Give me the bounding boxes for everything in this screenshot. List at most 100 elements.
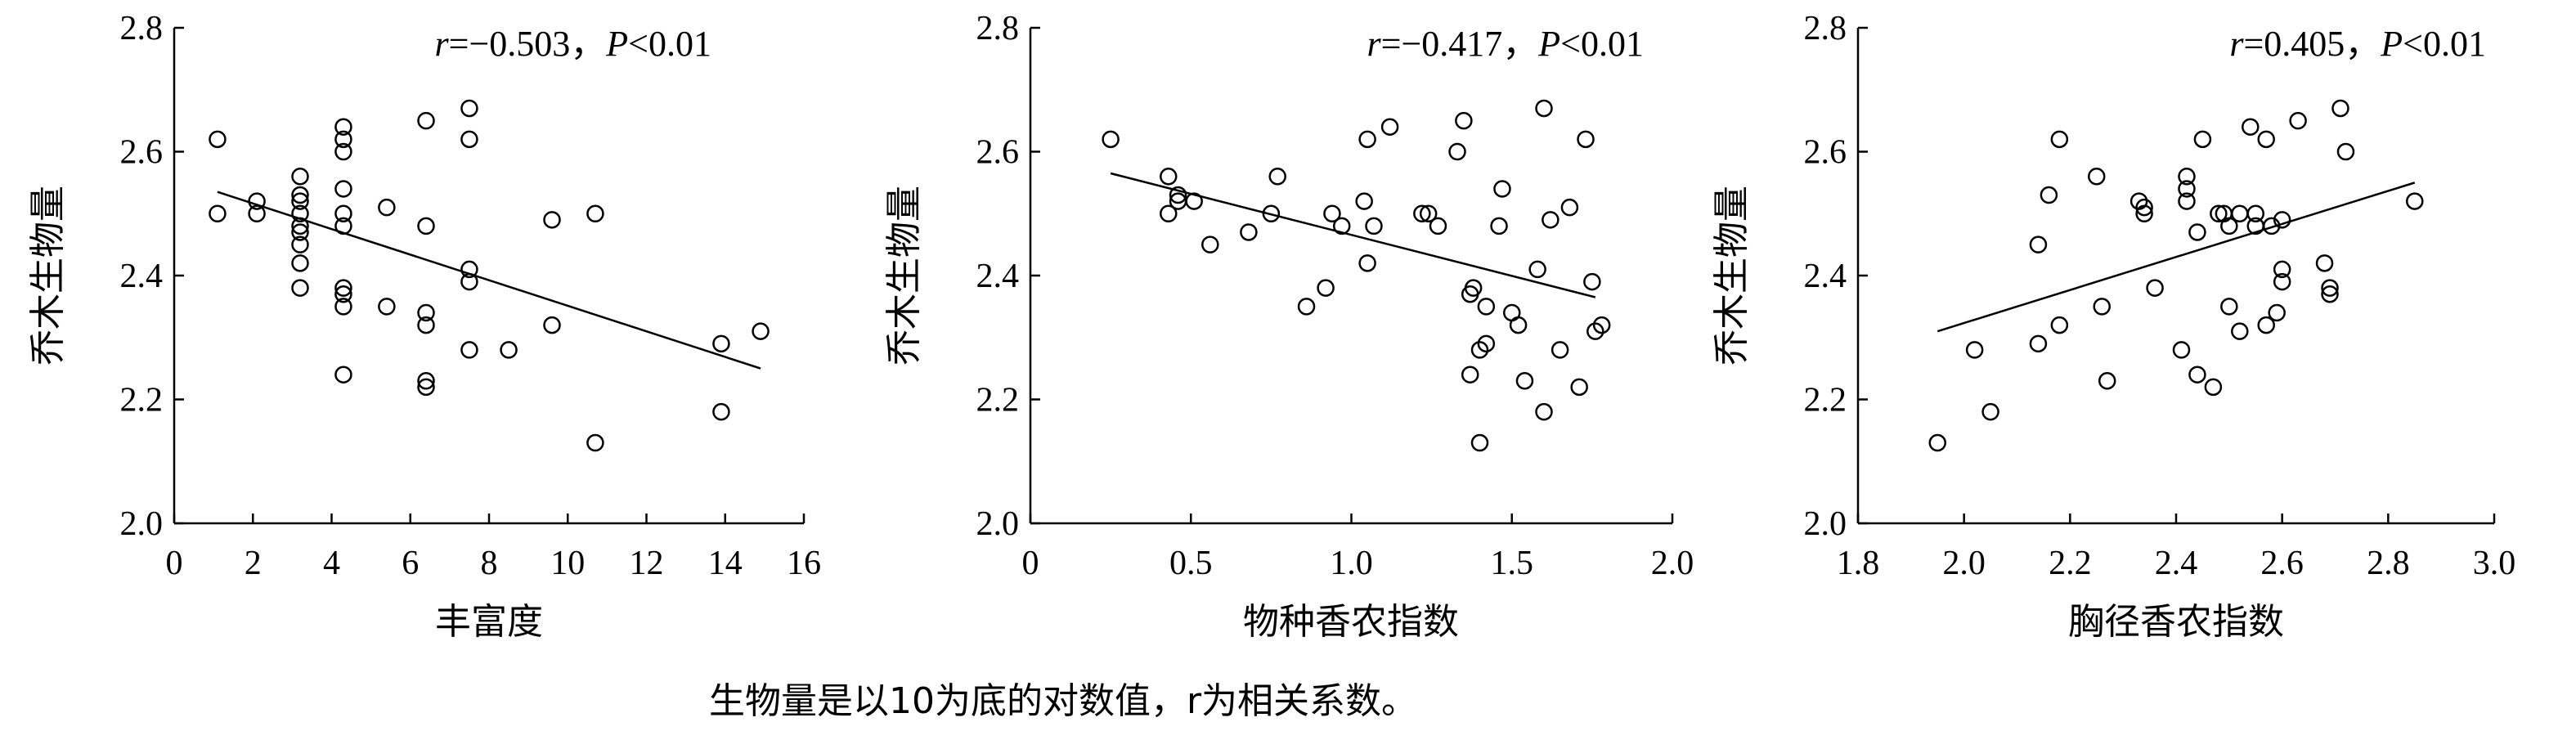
- annotation-part: r: [435, 24, 450, 64]
- data-point: [1560, 198, 1579, 217]
- data-point: [2273, 272, 2291, 291]
- data-point: [712, 402, 730, 421]
- data-point: [1470, 341, 1489, 359]
- data-point: [334, 279, 352, 297]
- data-point: [1365, 217, 1383, 235]
- data-point: [291, 186, 309, 204]
- x-tick-label: 2: [245, 545, 262, 582]
- x-tick-label: 2.0: [1651, 545, 1694, 582]
- data-point: [1358, 130, 1376, 149]
- data-point: [460, 130, 478, 149]
- y-tick-label: 2.2: [1804, 382, 1847, 419]
- data-point: [2204, 378, 2223, 397]
- data-point: [1169, 186, 1187, 204]
- x-axis-title: 丰富度: [435, 601, 543, 643]
- data-point: [417, 372, 435, 390]
- data-point: [334, 298, 352, 316]
- data-point: [543, 211, 561, 229]
- data-point: [1515, 372, 1534, 390]
- data-point: [2289, 111, 2307, 130]
- data-point: [2098, 372, 2116, 390]
- fit-line: [217, 191, 761, 370]
- data-point: [2246, 204, 2264, 222]
- data-point: [1160, 168, 1178, 186]
- data-point: [2146, 279, 2164, 297]
- data-point: [1358, 254, 1376, 272]
- data-point: [334, 204, 352, 222]
- data-point: [417, 217, 435, 235]
- x-tick-label: 16: [787, 545, 821, 582]
- data-point: [2029, 235, 2048, 253]
- y-tick-label: 2.0: [976, 505, 1020, 543]
- data-point: [1448, 142, 1466, 161]
- data-point: [1455, 111, 1473, 130]
- data-point: [2050, 130, 2069, 149]
- data-point: [1332, 217, 1351, 235]
- x-tick-label: 2.2: [2049, 545, 2092, 582]
- data-point: [460, 260, 478, 279]
- data-point: [2178, 192, 2196, 210]
- x-tick-label: 1.0: [1330, 545, 1373, 582]
- data-point: [291, 192, 309, 210]
- data-point: [1429, 217, 1447, 235]
- y-tick-label: 2.8: [976, 10, 1020, 47]
- data-point: [1535, 99, 1553, 118]
- data-point: [2331, 99, 2349, 118]
- fit-line: [1110, 172, 1596, 298]
- data-point: [1262, 204, 1281, 222]
- data-point: [2029, 334, 2048, 353]
- annotation-part: =−0.417，: [1381, 24, 1539, 64]
- y-tick-label: 2.6: [976, 134, 1020, 172]
- data-point: [460, 99, 478, 118]
- x-tick-label: 12: [630, 545, 664, 582]
- data-point: [2257, 316, 2275, 334]
- data-point: [1380, 118, 1399, 136]
- y-tick-label: 2.2: [976, 382, 1020, 419]
- data-point: [417, 378, 435, 397]
- data-point: [2257, 130, 2275, 149]
- x-tick-label: 3.0: [2473, 545, 2516, 582]
- annotation-part: <0.01: [628, 24, 711, 64]
- data-point: [1477, 298, 1496, 316]
- data-point: [1542, 211, 1560, 229]
- data-point: [334, 285, 352, 303]
- correlation-annotation: r=−0.417，P<0.01: [1367, 24, 1644, 64]
- data-point: [417, 303, 435, 322]
- y-tick-label: 2.6: [1804, 134, 1847, 172]
- data-point: [1528, 260, 1546, 279]
- data-point: [2315, 254, 2334, 272]
- data-point: [334, 118, 352, 136]
- data-point: [460, 272, 478, 291]
- annotation-part: <0.01: [1560, 24, 1644, 64]
- data-point: [334, 142, 352, 161]
- figure-caption: 生物量是以10为底的对数值，r为相关系数。: [709, 680, 1417, 722]
- annotation-part: P: [2380, 24, 2403, 64]
- data-point: [209, 130, 227, 149]
- data-point: [334, 180, 352, 198]
- data-point: [2093, 298, 2111, 316]
- data-point: [1981, 402, 1999, 421]
- y-axis-title: 乔木生物量: [883, 186, 925, 366]
- data-point: [2178, 180, 2196, 198]
- chart-panel-2: 0 0.5 1.0 1.5 2.0 2.0 2.2 2.4 2.6 2.8 物种香农指数 乔木生物量 r…: [883, 10, 1694, 643]
- data-point: [1470, 433, 1489, 452]
- data-point: [2193, 130, 2212, 149]
- data-point: [1509, 316, 1528, 334]
- data-point: [1586, 322, 1604, 340]
- x-tick-label: 2.8: [2367, 545, 2410, 582]
- fit-line: [1936, 182, 2416, 333]
- data-point: [248, 204, 266, 222]
- data-point: [460, 341, 478, 359]
- chart-panel-1: 0 2 4 6 8 10 12 14 16 2.0 2.2 2.4 2.6 2.8 丰富度 乔木生物量 r=−0…: [27, 10, 821, 643]
- data-point: [1551, 341, 1569, 359]
- data-point: [291, 204, 309, 222]
- data-point: [586, 204, 604, 222]
- y-tick-label: 2.4: [1804, 258, 1847, 295]
- correlation-annotation: r=−0.503，P<0.01: [435, 24, 711, 64]
- data-point: [1965, 341, 1984, 359]
- data-point: [291, 235, 309, 253]
- annotation-part: =−0.503，: [449, 24, 607, 64]
- data-point: [2242, 118, 2260, 136]
- x-tick-label: 10: [550, 545, 585, 582]
